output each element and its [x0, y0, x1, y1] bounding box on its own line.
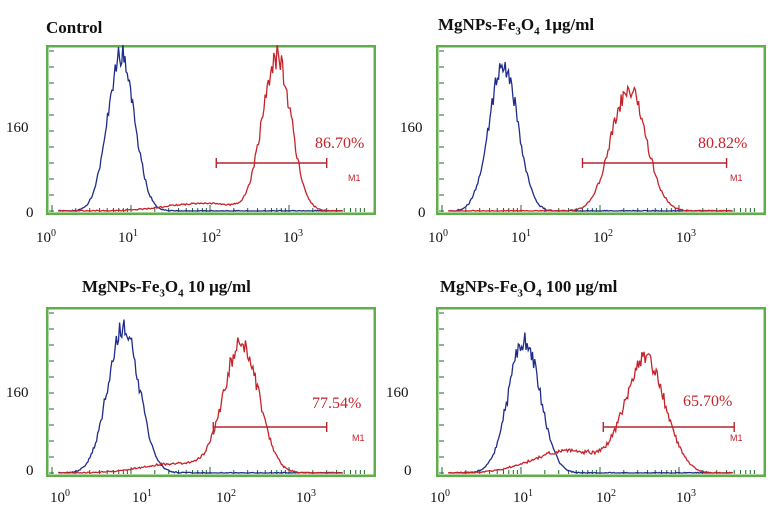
x-tick-label: 102 — [593, 228, 613, 246]
plot-area — [46, 45, 376, 215]
plot-frame — [436, 45, 766, 215]
panel-title: Control — [46, 18, 103, 37]
x-tick-label: 101 — [511, 228, 531, 246]
y-tick-label: 160 — [386, 385, 409, 401]
x-tick-label: 100 — [36, 228, 56, 246]
y-tick-label: 0 — [26, 205, 34, 221]
plot-area — [436, 45, 766, 215]
plot-frame — [46, 307, 376, 477]
x-tick-label: 101 — [513, 488, 533, 506]
gate-name-label: M1 — [730, 173, 743, 183]
y-tick-label: 160 — [6, 120, 29, 136]
plot-area — [436, 307, 766, 477]
plot-frame — [46, 45, 376, 215]
x-tick-label: 102 — [216, 488, 236, 506]
panel-title: MgNPs-Fe3O4 1μg/ml — [438, 15, 595, 38]
histogram-series-red — [448, 84, 733, 212]
plot-area — [46, 307, 376, 477]
x-tick-label: 103 — [676, 228, 696, 246]
x-tick-label: 100 — [430, 488, 450, 506]
x-tick-label: 103 — [676, 488, 696, 506]
y-tick-label: 0 — [418, 205, 426, 221]
gate-name-label: M1 — [730, 433, 743, 443]
gate-percent-label: 86.70% — [315, 135, 365, 152]
y-tick-label: 0 — [404, 463, 412, 479]
y-tick-label: 160 — [400, 120, 423, 136]
histogram-series-blue — [448, 332, 733, 474]
x-tick-label: 102 — [201, 228, 221, 246]
x-tick-label: 101 — [118, 228, 138, 246]
panel-title: MgNPs-Fe3O4 100 μg/ml — [440, 277, 618, 300]
gate-name-label: M1 — [348, 173, 361, 183]
histogram-series-red — [57, 337, 343, 474]
gate-percent-label: 80.82% — [698, 135, 748, 152]
x-tick-label: 101 — [132, 488, 152, 506]
histogram-series-blue — [58, 319, 343, 474]
histogram-series-blue — [57, 45, 343, 212]
histogram-series-red — [448, 351, 733, 474]
panel-title: MgNPs-Fe3O4 10 μg/ml — [82, 277, 251, 300]
y-tick-label: 160 — [6, 385, 29, 401]
x-tick-label: 102 — [596, 488, 616, 506]
x-tick-label: 103 — [296, 488, 316, 506]
y-tick-label: 0 — [26, 463, 34, 479]
gate-percent-label: 65.70% — [683, 393, 733, 410]
x-tick-label: 103 — [283, 228, 303, 246]
gate-name-label: M1 — [352, 433, 365, 443]
gate-percent-label: 77.54% — [312, 395, 362, 412]
histogram-series-red — [58, 45, 343, 212]
x-tick-label: 100 — [428, 228, 448, 246]
x-tick-label: 100 — [50, 488, 70, 506]
